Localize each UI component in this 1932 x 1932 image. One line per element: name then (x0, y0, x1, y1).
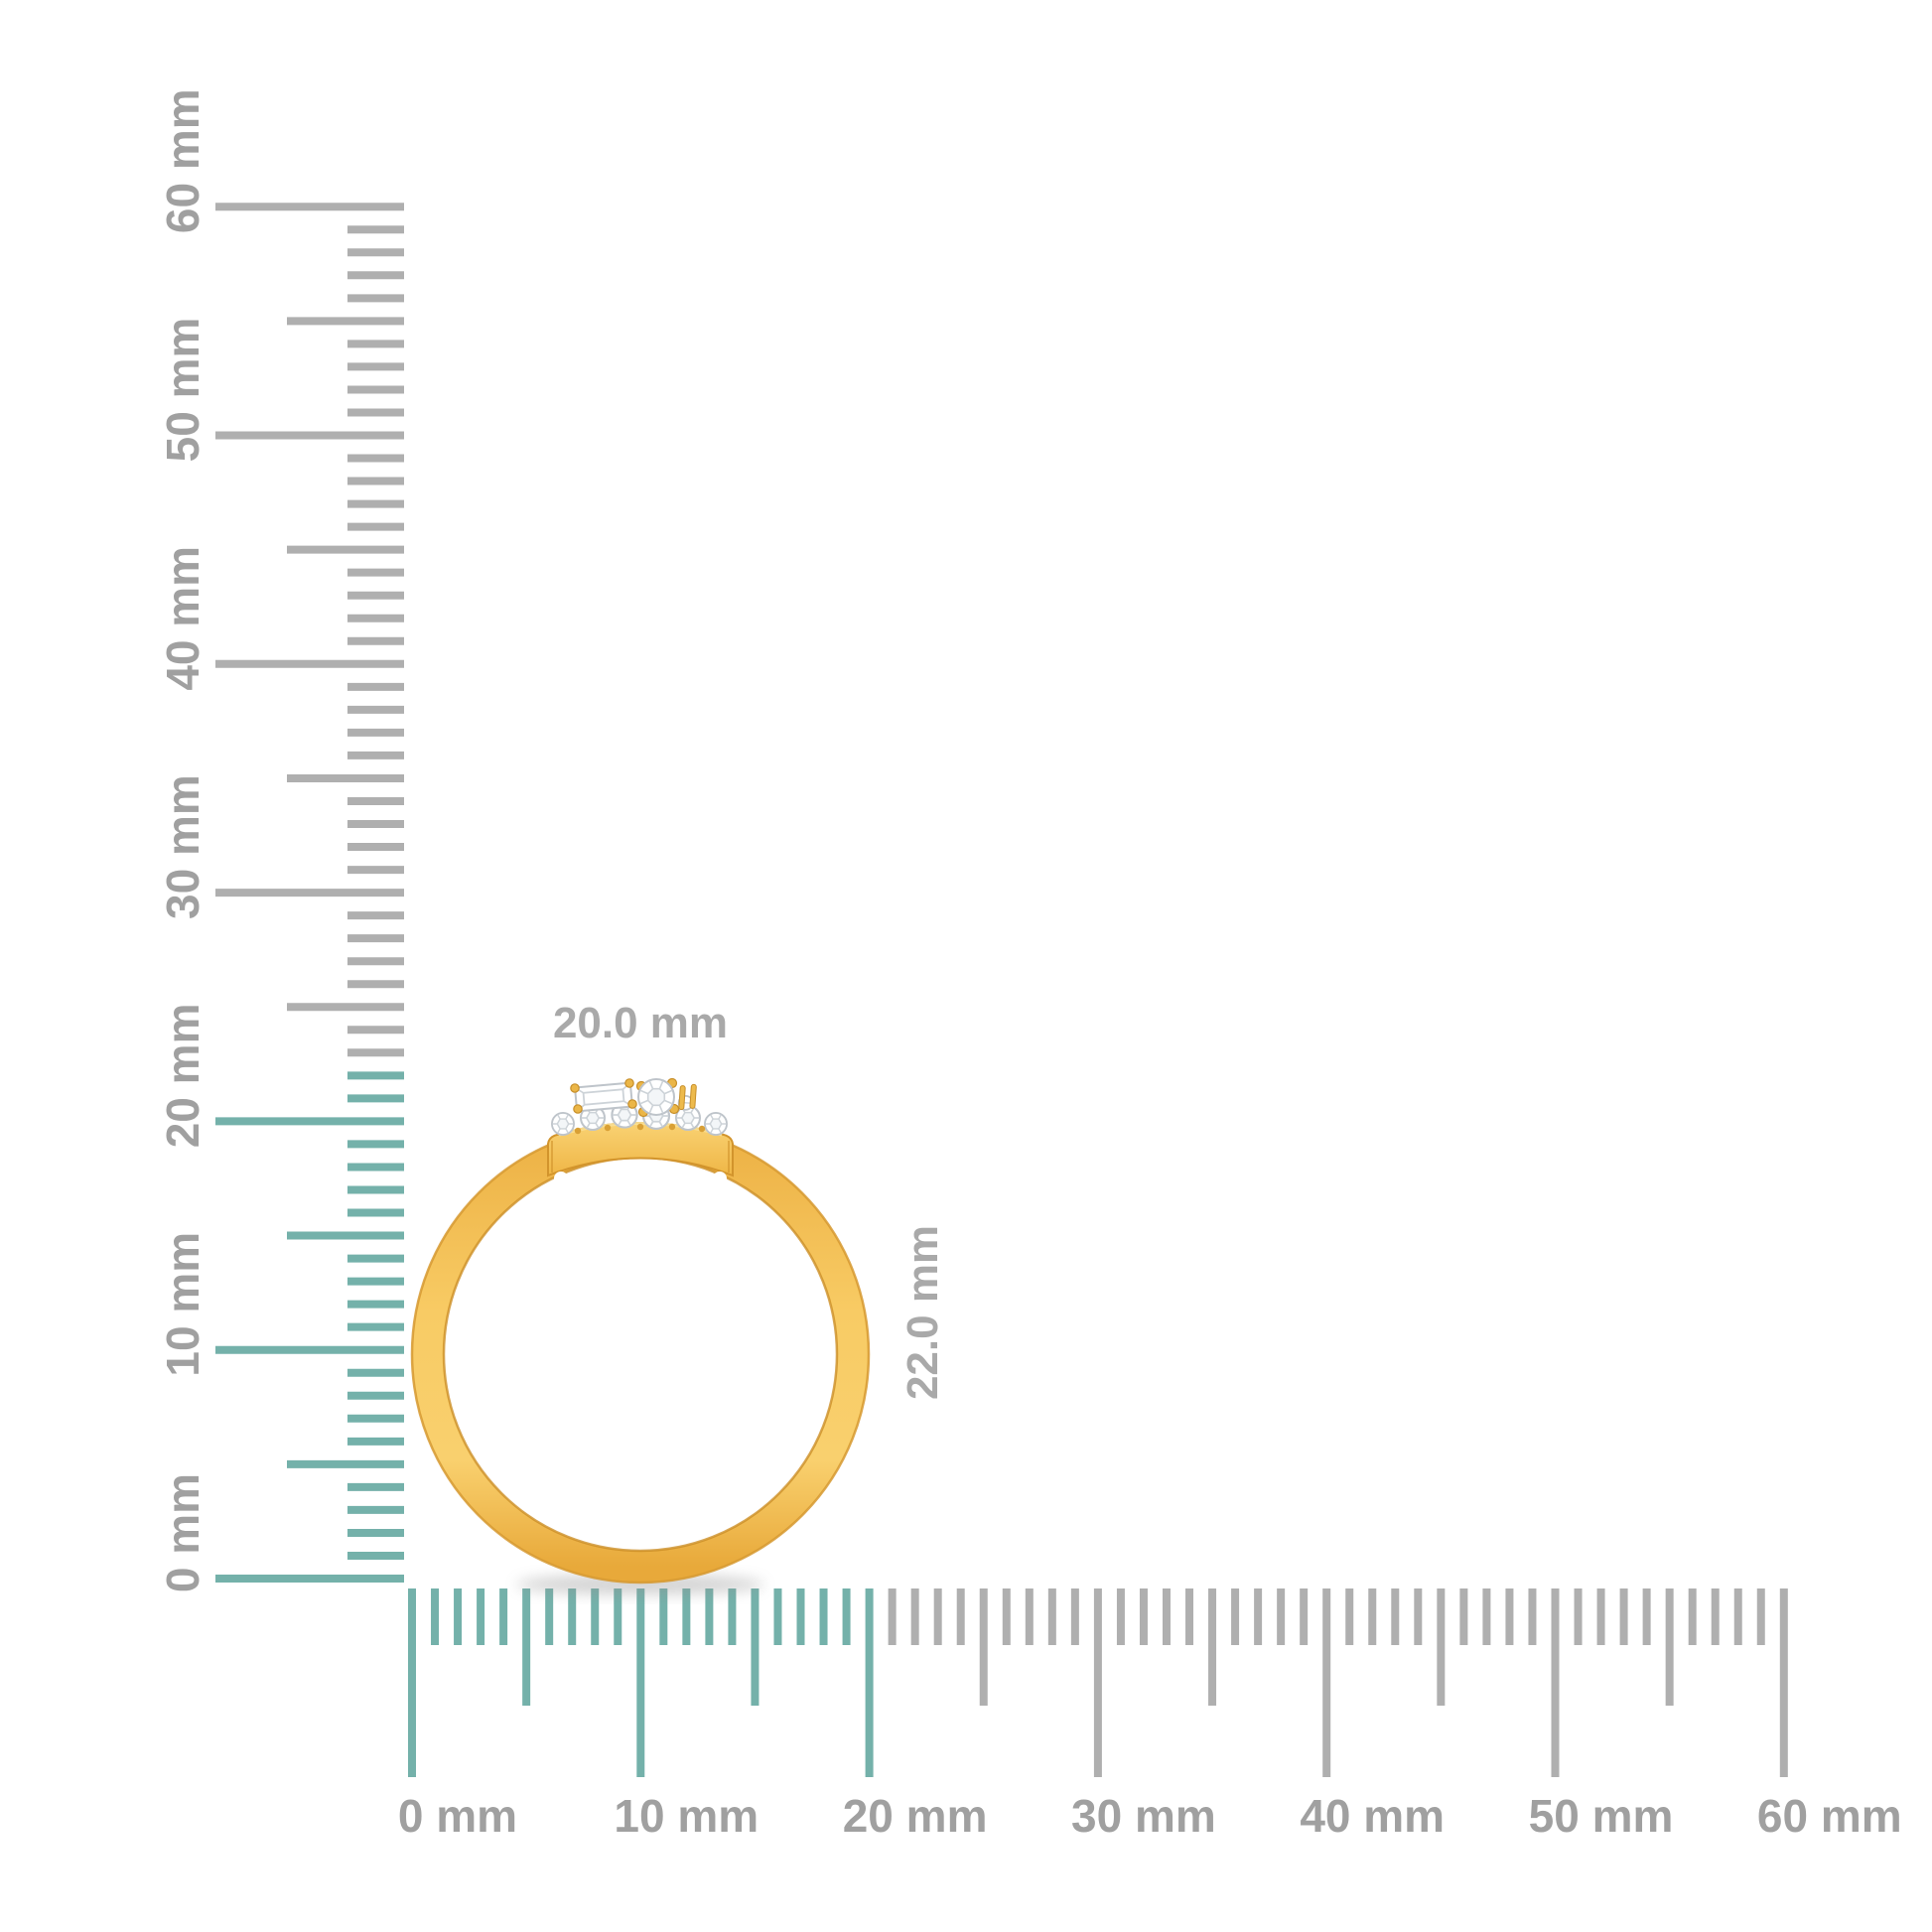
baguette-prongs (570, 1078, 637, 1114)
h-ruler-label-10mm: 10 mm (614, 1790, 759, 1842)
center-diamond (637, 1078, 675, 1116)
v-ruler-label-30mm: 30 mm (157, 774, 208, 919)
h-ruler-label-50mm: 50 mm (1529, 1790, 1674, 1842)
plate-notch-right (713, 1172, 727, 1185)
plate-notch-left (554, 1172, 568, 1185)
ring-product-image (410, 1077, 871, 1594)
accent-diamond-6 (704, 1112, 728, 1136)
ring-head-plate (547, 1122, 734, 1177)
ring-band-inner-edge (442, 1156, 839, 1553)
v-ruler-label-50mm: 50 mm (157, 318, 208, 463)
ring-height-dimension-label: 22.0 mm (898, 1225, 947, 1400)
v-ruler-label-20mm: 20 mm (157, 1004, 208, 1149)
ring-band (412, 1126, 869, 1583)
v-ruler-label-10mm: 10 mm (157, 1232, 208, 1377)
v-ruler-label-0mm: 0 mm (157, 1473, 208, 1592)
ring-width-dimension-label: 20.0 mm (553, 999, 728, 1047)
v-ruler-label-40mm: 40 mm (157, 546, 208, 691)
baguette-diamond (574, 1081, 633, 1113)
h-ruler-label-30mm: 30 mm (1071, 1790, 1216, 1842)
accent-prong-dots (574, 1123, 706, 1135)
horizontal-ruler: 0 mm 10 mm 20 mm 30 mm 40 mm 50 mm 60 mm (398, 1588, 1902, 1842)
vertical-ruler: 0 mm 10 mm 20 mm 30 mm 40 mm 50 mm 60 mm (157, 88, 404, 1592)
side-prong-basket (677, 1083, 697, 1111)
ring-shadow (516, 1575, 764, 1594)
h-ruler-label-20mm: 20 mm (843, 1790, 988, 1842)
h-ruler-label-0mm: 0 mm (398, 1790, 517, 1842)
h-ruler-label-40mm: 40 mm (1300, 1790, 1445, 1842)
accent-diamond-1 (551, 1112, 575, 1136)
h-ruler-label-60mm: 60 mm (1757, 1790, 1902, 1842)
v-ruler-label-60mm: 60 mm (157, 88, 208, 233)
